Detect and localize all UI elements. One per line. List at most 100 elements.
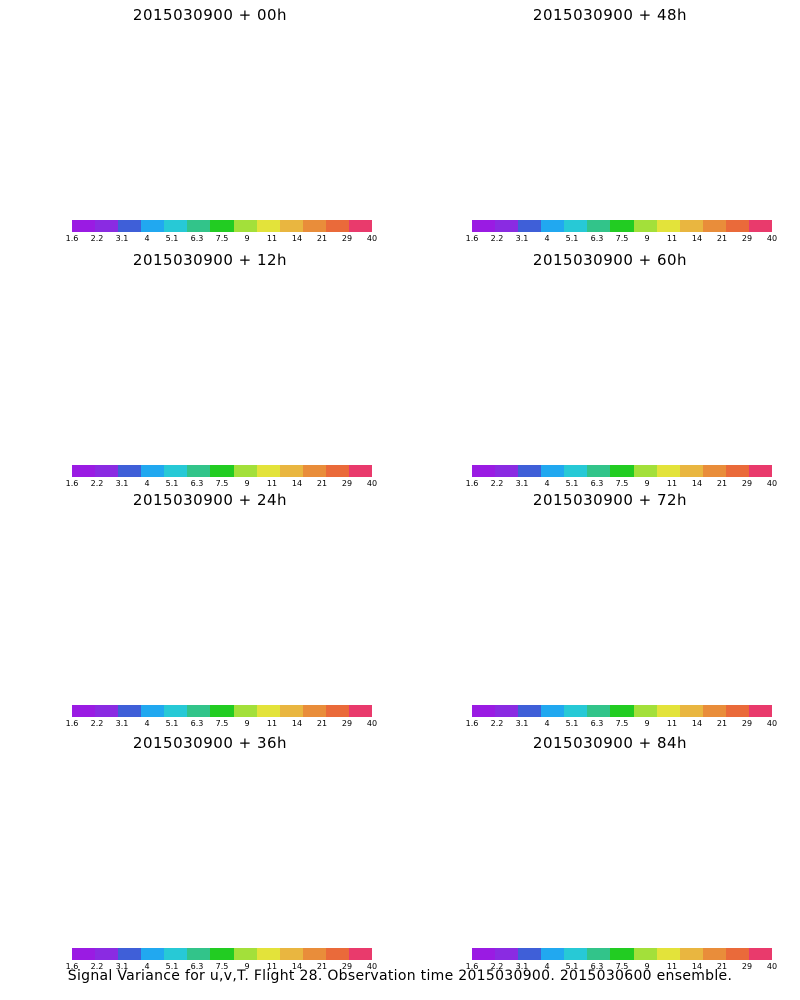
colorbar (72, 948, 373, 960)
panel-title: 2015030900 + 60h (532, 251, 688, 269)
contour-band (101, 536, 179, 581)
contour-band (484, 41, 596, 106)
graticule-line (430, 273, 482, 371)
colorbar-swatch (72, 220, 96, 232)
contour-band (536, 73, 655, 144)
colorbar-swatch (164, 705, 188, 717)
graticule-line (30, 339, 390, 423)
colorbar-swatch (72, 705, 96, 717)
colorbar-swatch (495, 465, 519, 477)
contour-band (606, 522, 764, 615)
colorbar-swatch (587, 948, 611, 960)
colorbar-swatch (518, 705, 542, 717)
contour-band (610, 284, 760, 372)
graticule-line (437, 758, 773, 821)
missing-data-patch (99, 625, 132, 640)
contour-band (482, 525, 598, 592)
contour-band (565, 575, 625, 611)
colorbar-tick-label: 3.1 (515, 719, 529, 728)
colorbar-swatch (95, 948, 119, 960)
colorbar-swatch (279, 220, 303, 232)
contour-band (215, 770, 355, 853)
colorbar-tick-label: 11 (266, 479, 278, 488)
colorbar-tick-label: 6.3 (190, 962, 204, 971)
colorbar-swatch (748, 220, 773, 232)
colorbar-swatch (279, 948, 303, 960)
colorbar-tick-label: 29 (341, 234, 353, 243)
colorbar-tick-label: 3.1 (115, 234, 129, 243)
panel-title: 2015030900 + 12h (132, 251, 288, 269)
colorbar-tick-label: 3.1 (515, 479, 529, 488)
graticule-line (328, 756, 390, 854)
contour-band (496, 49, 694, 167)
colorbar-swatch (541, 705, 565, 717)
contour-band (456, 273, 625, 367)
colorbar-swatch (348, 465, 373, 477)
coastline (580, 283, 770, 388)
colorbar-swatch (679, 705, 703, 717)
contour-band (205, 764, 366, 859)
colorbar-tick-label: 9 (244, 719, 250, 728)
contour-band (82, 767, 199, 834)
colorbar-tick-label: 14 (691, 479, 703, 488)
colorbar-tick-label: 6.3 (590, 479, 604, 488)
colorbar-tick-label: 14 (291, 479, 303, 488)
contour-band (645, 545, 724, 591)
coastline (180, 766, 370, 871)
contour-band (153, 327, 238, 379)
colorbar (472, 948, 773, 960)
contour-band (521, 547, 560, 569)
colorbar-tick-label: 11 (666, 234, 678, 243)
contour-band (487, 288, 704, 417)
contour-band (164, 574, 226, 611)
contour-band (515, 545, 676, 641)
contour-band (103, 781, 288, 892)
colorbar-tick-label: 5.1 (165, 234, 179, 243)
colorbar-swatch (233, 465, 257, 477)
colorbar-tick-label: 9 (244, 962, 250, 971)
colorbar-swatch (541, 465, 565, 477)
contour-band (580, 756, 790, 872)
colorbar-tick-label: 2.2 (490, 479, 504, 488)
colorbar-swatch (495, 948, 519, 960)
contour-band (525, 551, 666, 635)
panel-title: 2015030900 + 48h (532, 6, 688, 24)
graticule-line (125, 518, 161, 679)
colorbar-tick-label: 21 (716, 234, 728, 243)
contour-band (175, 824, 216, 849)
graticule-line (450, 273, 520, 413)
colorbar-ticks: 1.6 2.2 3.1 4 5.1 6.3 7.5 9 11 14 21 29 40 (462, 479, 782, 489)
colorbar-tick-label: 3.1 (115, 719, 129, 728)
colorbar-swatch (141, 220, 165, 232)
colorbar-tick-label: 9 (644, 719, 650, 728)
contour-band (589, 273, 782, 385)
colorbar-swatch (210, 220, 234, 232)
graticule-line (30, 792, 390, 866)
missing-data-patch (318, 598, 342, 618)
colorbar-swatch (95, 465, 119, 477)
contour-band (150, 80, 240, 136)
contour-band (91, 773, 189, 829)
map-panel: 2015030900 + 36h 1.6 2.2 3.1 4 5.1 6.3 7.5 9 11 14… (20, 728, 400, 971)
colorbar-swatch (495, 705, 519, 717)
map-panel: 2015030900 + 00h 1.6 2.2 3.1 4 5.1 6.3 7.5 9 11 14… (20, 0, 400, 243)
field-base (430, 513, 790, 693)
graticule-line (430, 756, 482, 854)
contour-band (133, 556, 257, 631)
contour-band (245, 787, 325, 834)
colorbar-tick-label: 21 (316, 234, 328, 243)
contour-band (545, 563, 646, 623)
colorbar-swatch (348, 705, 373, 717)
graticule-line (430, 579, 790, 663)
colorbar-tick-label: 4 (544, 234, 550, 243)
contour-band (575, 581, 615, 605)
graticule-line (249, 761, 285, 922)
colorbar-tick-label: 29 (741, 719, 753, 728)
contour-band (254, 310, 316, 347)
contour-band (468, 760, 723, 911)
colorbar-swatch (325, 705, 349, 717)
contour-band (576, 513, 790, 632)
contour-band (110, 301, 170, 335)
colorbar-swatch (72, 948, 96, 960)
colorbar-swatch (679, 465, 703, 477)
